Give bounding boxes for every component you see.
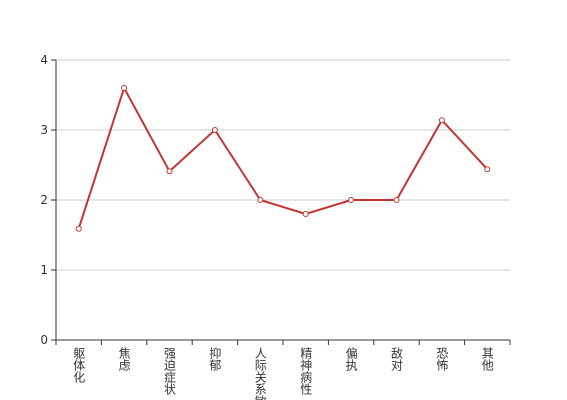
data-point	[393, 197, 400, 203]
x-tick-label: 人际关系敏感	[253, 347, 267, 400]
data-point	[438, 117, 445, 124]
data-line	[77, 85, 489, 230]
data-point	[348, 197, 355, 203]
data-point	[484, 166, 491, 173]
y-tick-label: 1	[40, 263, 48, 277]
data-point	[302, 211, 309, 217]
x-tick-label: 抑郁	[208, 346, 222, 372]
y-tick-label: 2	[40, 193, 48, 207]
data-point	[166, 168, 173, 175]
x-tick-label: 恐怖	[435, 347, 449, 371]
x-tick-label: 精神病性	[299, 347, 313, 396]
x-tick-label: 偏执	[344, 346, 358, 372]
x-tick-label: 焦虑	[117, 347, 131, 371]
data-point	[257, 197, 264, 203]
x-tick-label: 强迫症状	[163, 347, 177, 395]
x-tick-label: 其他	[480, 347, 494, 371]
y-tick-label: 4	[40, 53, 48, 67]
data-point	[121, 85, 128, 91]
data-point	[211, 127, 218, 133]
y-tick-label: 3	[40, 123, 48, 137]
y-tick-label: 0	[40, 333, 48, 347]
x-tick-label: 敌对	[390, 346, 404, 371]
data-point	[75, 225, 82, 232]
x-tick-label: 躯体化	[72, 346, 86, 384]
